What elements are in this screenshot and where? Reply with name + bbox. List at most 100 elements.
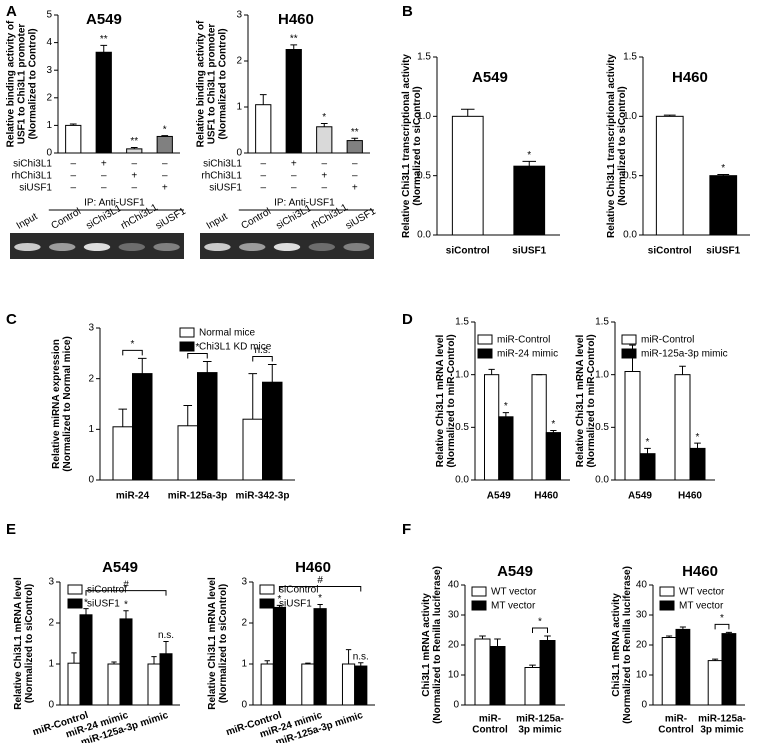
significance-label: ** bbox=[351, 127, 359, 138]
panel-label: E bbox=[6, 521, 16, 538]
panel-label: B bbox=[402, 3, 413, 20]
y-axis-label: Relative Chi3L1 transcriptional activity bbox=[401, 54, 412, 238]
significance-label: * bbox=[131, 339, 135, 350]
condition-name: siUSF1 bbox=[19, 183, 52, 194]
panel-label: C bbox=[6, 311, 17, 328]
y-tick-label: 40 bbox=[448, 580, 460, 591]
legend-swatch bbox=[659, 586, 675, 597]
x-tick-label: miR-125a- bbox=[698, 714, 746, 725]
legend-swatch bbox=[621, 334, 637, 345]
error-bar bbox=[111, 661, 117, 664]
legend-swatch bbox=[67, 584, 83, 595]
y-tick-label: 1.0 bbox=[417, 111, 431, 122]
legend-swatch bbox=[67, 598, 83, 609]
bar bbox=[316, 126, 333, 154]
x-tick-label: A549 bbox=[487, 491, 511, 502]
panel-label: A bbox=[6, 3, 17, 20]
y-axis-label: Relative binding activity of bbox=[196, 20, 207, 147]
y-tick-label: 3 bbox=[241, 577, 247, 588]
significance-bracket bbox=[85, 590, 167, 596]
bar bbox=[156, 135, 173, 154]
error-bar bbox=[248, 373, 258, 420]
error-bar bbox=[183, 405, 193, 426]
error-bar bbox=[725, 631, 732, 634]
bar bbox=[341, 663, 356, 706]
significance-bracket bbox=[714, 623, 730, 630]
y-tick-label: 20 bbox=[448, 640, 460, 651]
x-tick-label: Control bbox=[658, 725, 694, 736]
y-tick-label: 10 bbox=[448, 670, 460, 681]
error-bar bbox=[502, 412, 510, 417]
bar bbox=[539, 640, 556, 706]
significance-bracket bbox=[187, 352, 208, 359]
y-axis-label: USF1 to Chi3L1 promoter bbox=[207, 24, 218, 145]
error-bar bbox=[290, 44, 298, 50]
error-bar bbox=[151, 656, 157, 664]
bar bbox=[147, 663, 161, 706]
y-axis-label: Relative Chi3L1 mRNA level bbox=[13, 577, 24, 710]
chart-title: H460 bbox=[672, 69, 708, 86]
bar bbox=[313, 608, 327, 706]
y-tick-label: 3 bbox=[88, 323, 94, 334]
y-tick-label: 1 bbox=[46, 120, 52, 131]
x-tick-label: Control bbox=[472, 725, 508, 736]
bar bbox=[262, 381, 283, 481]
y-tick-label: 3 bbox=[236, 10, 242, 21]
x-tick-label: miR-24 bbox=[116, 491, 150, 502]
condition-sign: – bbox=[352, 171, 358, 182]
bar bbox=[545, 432, 561, 481]
y-tick-label: 0.5 bbox=[623, 170, 637, 181]
y-axis-label: USF1 to Chi3L1 promoter bbox=[17, 24, 28, 145]
y-tick-label: 5 bbox=[46, 10, 52, 21]
y-tick-label: 1 bbox=[236, 102, 242, 113]
y-tick-label: 0 bbox=[46, 148, 52, 159]
gel-band bbox=[83, 243, 111, 251]
error-bar bbox=[202, 360, 212, 373]
legend-label: MT vector bbox=[491, 601, 536, 612]
y-axis-label: (Normalized to Control) bbox=[218, 28, 229, 139]
significance-label: # bbox=[123, 579, 129, 590]
bar bbox=[112, 426, 133, 481]
significance-label: * bbox=[721, 163, 725, 174]
legend-label: siControl bbox=[87, 585, 126, 596]
bar bbox=[107, 663, 121, 706]
error-bar bbox=[305, 662, 311, 664]
x-tick-label: miR-125a- bbox=[516, 714, 564, 725]
legend-label: miR-Control bbox=[641, 335, 694, 346]
significance-label: ** bbox=[130, 136, 138, 147]
x-tick-label: miR-125a-3p bbox=[168, 491, 227, 502]
legend-swatch bbox=[471, 600, 487, 611]
chart-title: A549 bbox=[497, 563, 533, 580]
bar bbox=[624, 371, 641, 481]
significance-bracket bbox=[252, 355, 273, 362]
bar bbox=[255, 104, 272, 154]
bar bbox=[489, 646, 506, 706]
legend-swatch bbox=[477, 334, 493, 345]
chart-title: H460 bbox=[278, 11, 314, 28]
y-tick-label: 0.0 bbox=[455, 475, 469, 486]
error-bar bbox=[460, 108, 475, 117]
significance-label: * bbox=[277, 594, 281, 605]
panel-label: F bbox=[402, 521, 411, 538]
y-tick-label: 2 bbox=[88, 373, 94, 384]
condition-sign: – bbox=[70, 171, 76, 182]
bar bbox=[126, 148, 143, 154]
error-bar bbox=[550, 429, 557, 433]
y-tick-label: 0.0 bbox=[417, 230, 431, 241]
gel-band bbox=[308, 243, 336, 251]
bar bbox=[655, 115, 684, 236]
chart-title: A549 bbox=[472, 69, 508, 86]
error-bar bbox=[100, 44, 108, 53]
significance-label: * bbox=[551, 419, 555, 430]
bar bbox=[65, 124, 82, 154]
y-tick-label: 0 bbox=[236, 148, 242, 159]
x-tick-label: siUSF1 bbox=[512, 246, 546, 257]
significance-label: * bbox=[527, 150, 531, 161]
bar bbox=[639, 453, 656, 481]
y-axis-label: Relative Chi3L1 transcriptional activity bbox=[606, 54, 617, 238]
condition-name: siChi3L1 bbox=[13, 159, 52, 170]
condition-sign: – bbox=[352, 159, 358, 170]
error-bar bbox=[267, 363, 277, 383]
